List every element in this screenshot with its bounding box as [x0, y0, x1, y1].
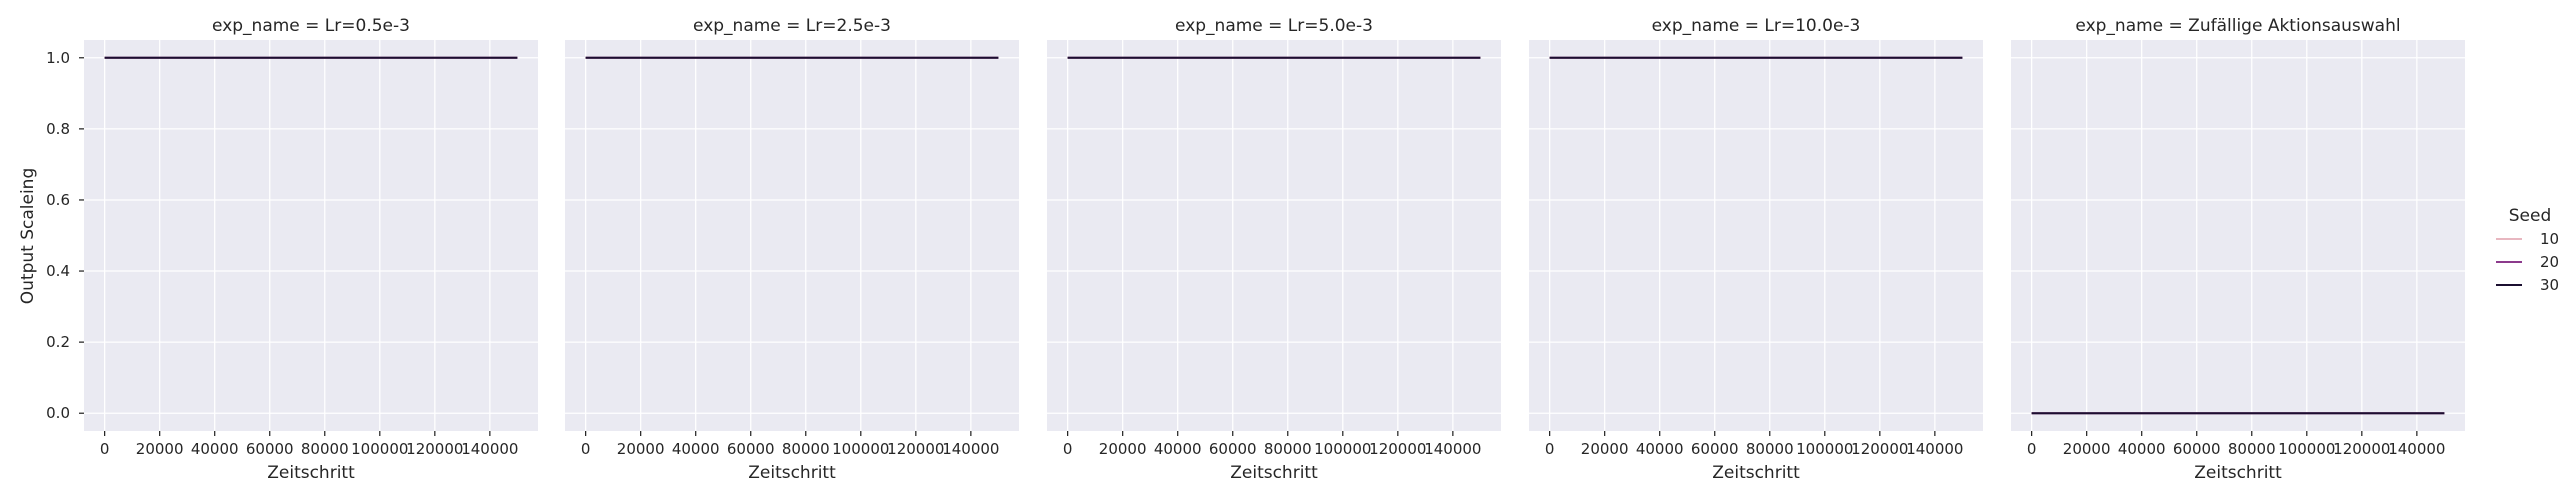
x-tick-label: 80000: [1746, 440, 1794, 458]
x-tick-label: 0: [1063, 440, 1073, 458]
x-tick-label: 0: [2027, 440, 2037, 458]
x-tick-label: 100000: [1314, 440, 1371, 458]
y-tick-label: 0.2: [46, 333, 70, 351]
x-tick-label: 60000: [727, 440, 775, 458]
x-tick-label: 100000: [2278, 440, 2335, 458]
x-tick-label: 140000: [1906, 440, 1963, 458]
panel-title: exp_name = Zufällige Aktionsauswahl: [2075, 16, 2400, 36]
y-tick-label: 1.0: [46, 49, 70, 67]
panel-title: exp_name = Lr=5.0e-3: [1175, 16, 1373, 36]
x-tick-label: 60000: [1209, 440, 1257, 458]
x-tick-label: 120000: [1851, 440, 1908, 458]
x-axis-label: Zeitschritt: [267, 463, 355, 483]
legend-label: 20: [2540, 253, 2559, 271]
x-tick-label: 80000: [782, 440, 830, 458]
x-axis-label: Zeitschritt: [1712, 463, 1800, 483]
x-tick-label: 40000: [1636, 440, 1684, 458]
x-tick-label: 40000: [672, 440, 720, 458]
x-tick-label: 100000: [832, 440, 889, 458]
facet-panels: 0 20000 40000 60000 80000 1000001200001400000…: [46, 16, 2465, 483]
panel-title: exp_name = Lr=0.5e-3: [212, 16, 410, 36]
x-tick-label: 40000: [1154, 440, 1202, 458]
plot-area: [565, 40, 1019, 431]
x-tick-label: 20000: [136, 440, 184, 458]
legend-title: Seed: [2509, 206, 2552, 226]
x-tick-label: 80000: [2228, 440, 2276, 458]
x-tick-label: 0: [581, 440, 591, 458]
x-axis-label: Zeitschritt: [748, 463, 836, 483]
x-tick-label: 40000: [191, 440, 239, 458]
y-tick-label: 0.6: [46, 191, 70, 209]
x-tick-label: 100000: [351, 440, 408, 458]
x-tick-label: 20000: [2063, 440, 2111, 458]
y-tick-label: 0.8: [46, 120, 70, 138]
x-tick-label: 120000: [887, 440, 944, 458]
x-tick-label: 120000: [1369, 440, 1426, 458]
x-tick-label: 80000: [1264, 440, 1312, 458]
y-axis-label: Output Scaleing: [18, 168, 38, 304]
x-axis-label: Zeitschritt: [1230, 463, 1318, 483]
legend: Seed 10 20 30: [2496, 206, 2559, 294]
panel-title: exp_name = Lr=2.5e-3: [693, 16, 891, 36]
y-tick-label: 0.0: [46, 404, 70, 422]
plot-area: [84, 40, 538, 431]
x-tick-label: 60000: [246, 440, 294, 458]
panel-title: exp_name = Lr=10.0e-3: [1652, 16, 1861, 36]
x-tick-label: 20000: [1581, 440, 1629, 458]
plot-area: [1047, 40, 1501, 431]
x-tick-label: 120000: [2333, 440, 2390, 458]
x-tick-label: 60000: [1691, 440, 1739, 458]
x-axis-label: Zeitschritt: [2194, 463, 2282, 483]
x-tick-label: 140000: [942, 440, 999, 458]
x-tick-label: 0: [100, 440, 110, 458]
x-tick-label: 140000: [461, 440, 518, 458]
legend-entry-seed-10: 10: [2496, 230, 2559, 248]
x-tick-label: 40000: [2118, 440, 2166, 458]
x-tick-label: 80000: [301, 440, 349, 458]
x-tick-label: 100000: [1796, 440, 1853, 458]
x-tick-label: 140000: [2388, 440, 2445, 458]
legend-entry-seed-30: 30: [2496, 276, 2559, 294]
x-tick-label: 0: [1545, 440, 1555, 458]
x-tick-label: 20000: [1099, 440, 1147, 458]
x-tick-label: 140000: [1424, 440, 1481, 458]
legend-entries: 10 20 30: [2496, 230, 2559, 294]
legend-label: 30: [2540, 276, 2559, 294]
x-tick-label: 20000: [617, 440, 665, 458]
legend-label: 10: [2540, 230, 2559, 248]
x-tick-label: 60000: [2173, 440, 2221, 458]
plot-area: [2011, 40, 2465, 431]
plot-area: [1529, 40, 1983, 431]
legend-entry-seed-20: 20: [2496, 253, 2559, 271]
x-tick-label: 120000: [406, 440, 463, 458]
y-tick-label: 0.4: [46, 262, 70, 280]
